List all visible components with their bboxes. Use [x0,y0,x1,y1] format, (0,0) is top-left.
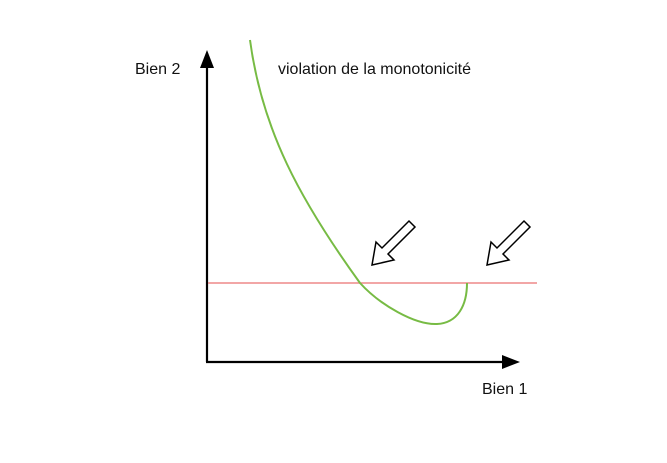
y-axis-arrowhead [200,50,214,68]
x-axis-label: Bien 1 [482,381,528,398]
indifference-curve [249,39,468,326]
hollow-arrow-down-left-icon [371,219,417,266]
diagram-title: violation de la monotonicité [278,61,472,78]
hollow-arrow-down-left-icon [486,219,532,266]
y-axis-label: Bien 2 [135,61,181,78]
x-axis-arrowhead [502,355,520,369]
